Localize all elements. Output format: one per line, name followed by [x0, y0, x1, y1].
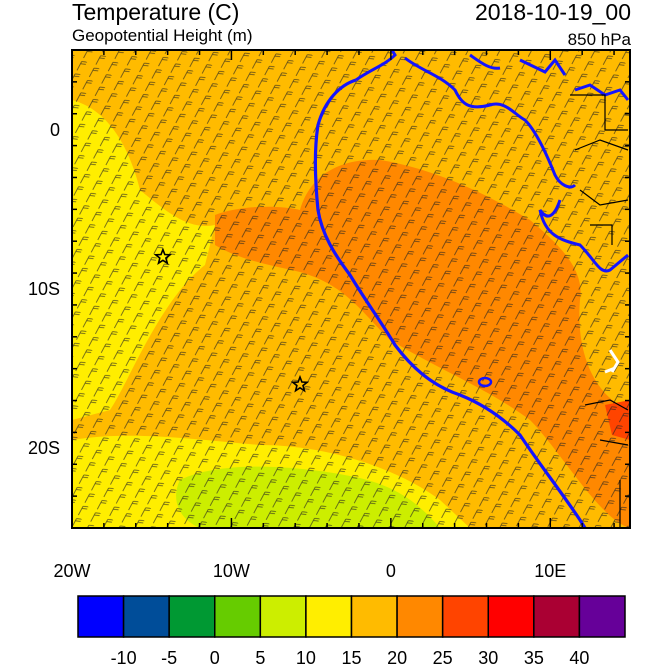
- colorbar-label: 25: [432, 648, 453, 668]
- map-plot-area: [72, 50, 630, 528]
- colorbar-label: -10: [110, 648, 137, 668]
- borders: [570, 94, 629, 528]
- colorbar-swatch: [578, 595, 626, 638]
- colorbar-label: 40: [569, 648, 590, 668]
- y-tick-label: 10S: [27, 279, 60, 299]
- colorbar-label: -5: [161, 648, 178, 668]
- x-tick-label: 20W: [53, 561, 91, 581]
- colorbar-swatch: [441, 595, 489, 638]
- colorbar-label: 0: [209, 648, 220, 668]
- temperature-map: [71, 49, 631, 529]
- colorbar-swatch: [214, 595, 262, 638]
- map-title: Temperature (C): [72, 0, 240, 25]
- coastline: [313, 78, 587, 528]
- colorbar-swatch: [350, 595, 398, 638]
- star-marker-icon: [153, 247, 173, 266]
- white-specks: [604, 349, 620, 374]
- colorbar-label: 20: [387, 648, 408, 668]
- colorbar-swatch: [533, 595, 581, 638]
- star-markers: [153, 247, 310, 393]
- y-tick-label: 0: [49, 119, 60, 140]
- y-tick-label: 20S: [27, 438, 60, 459]
- star-marker-icon: [290, 374, 310, 393]
- map-frame: [71, 49, 631, 529]
- colorbar-swatch: [305, 595, 353, 638]
- x-tick-label: 10W: [212, 561, 250, 581]
- x-tick-label: 0: [385, 561, 396, 581]
- valid-time: 2018-10-19_00: [474, 0, 631, 25]
- colorbar-label: 5: [255, 648, 266, 668]
- lake-outline: [477, 376, 493, 388]
- colorbar: [77, 595, 626, 638]
- colorbar-swatch: [77, 595, 125, 638]
- colorbar-label: 35: [523, 648, 544, 668]
- colorbar-swatch: [122, 595, 170, 638]
- coastline-north: [355, 50, 630, 273]
- axis-ticks: [71, 49, 630, 529]
- colorbar-swatch: [259, 595, 307, 638]
- map-subtitle: Geopotential Height (m): [72, 26, 253, 45]
- colorbar-label: 15: [341, 648, 362, 668]
- colorbar-swatch: [487, 595, 535, 638]
- colorbar-swatch: [396, 595, 444, 638]
- colorbar-swatch: [168, 595, 216, 638]
- wind-barbs: [72, 50, 630, 528]
- pressure-level: 850 hPa: [567, 30, 631, 49]
- x-tick-label: 10E: [534, 561, 567, 581]
- colorbar-label: 30: [478, 648, 499, 668]
- colorbar-label: 10: [295, 648, 316, 668]
